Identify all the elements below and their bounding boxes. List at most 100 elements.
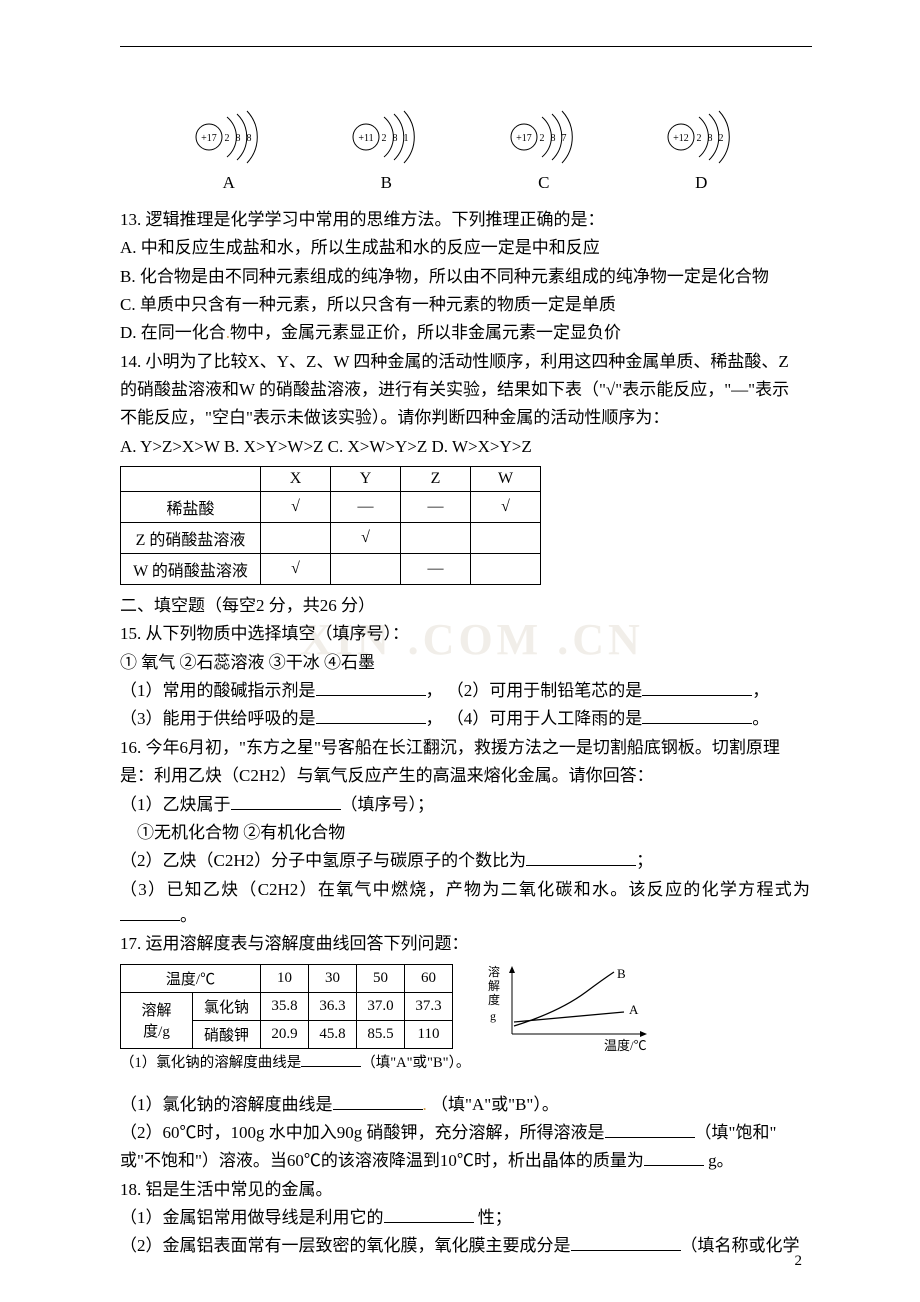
q13-d-post: 物中，金属元素显正价，所以非金属元素一定显负价 <box>230 323 621 342</box>
q13-opt-c: C. 单质中只含有一种元素，所以只含有一种元素的物质一定是单质 <box>120 292 810 318</box>
cell <box>401 523 471 554</box>
t60: 60 <box>405 964 453 992</box>
q14-line2: 的硝酸盐溶液和W 的硝酸盐溶液，进行有关实验，结果如下表（"√"表示能反应，"—… <box>120 377 810 403</box>
y-unit: g <box>490 1009 496 1023</box>
cell: 36.3 <box>309 992 357 1020</box>
q18-p2b: （填名称或化学 <box>681 1236 800 1255</box>
q17-p2-t2: （填"饱和" <box>695 1123 777 1142</box>
cell: 20.9 <box>261 1020 309 1048</box>
cell: √ <box>261 554 331 585</box>
atom-diagram-row: +17 2 8 8 A +11 2 <box>120 107 810 203</box>
q18-stem: 18. 铝是生活中常见的金属。 <box>120 1177 810 1203</box>
q17-figure-wrap: 温度/℃ 10 30 50 60 溶解度/g 氯化钠 35.8 36.3 37.… <box>120 964 810 1072</box>
svg-text:2: 2 <box>719 133 724 144</box>
q15-2b: ， （4）可用于人工降雨的是 <box>426 709 643 728</box>
atom-label: A <box>185 173 273 193</box>
row-kno3: 硝酸钾 <box>193 1020 261 1048</box>
q15-row1: （1）常用的酸碱指示剂是， （2）可用于制铅笔芯的是， <box>120 678 810 704</box>
x-arrow-icon <box>640 1031 647 1037</box>
q16-p2b: ； <box>636 851 653 870</box>
accent-dot: . <box>423 1095 427 1114</box>
blank <box>316 707 426 725</box>
q17-caption: （1）氯化钠的溶解度曲线是（填"A"或"B"）。 <box>120 1051 470 1072</box>
cell: 35.8 <box>261 992 309 1020</box>
label-b: B <box>617 966 626 981</box>
q15-2a: （3）能用于供给呼吸的是 <box>120 709 316 728</box>
table-row: X Y Z W <box>121 467 541 492</box>
q13-d-pre: D. 在同一化合 <box>120 323 226 342</box>
atom-icon: +12 2 8 2 <box>657 107 745 167</box>
section-2-title: 二、填空题（每空2 分，共26 分） <box>120 593 810 619</box>
q16-p3b: 。 <box>180 906 197 925</box>
cell: √ <box>261 492 331 523</box>
solubility-table-wrap: 温度/℃ 10 30 50 60 溶解度/g 氯化钠 35.8 36.3 37.… <box>120 964 470 1072</box>
svg-text:8: 8 <box>246 133 251 144</box>
cap-b: （填"A"或"B"）。 <box>361 1055 470 1071</box>
row-header: W 的硝酸盐溶液 <box>121 554 261 585</box>
cell: — <box>331 492 401 523</box>
table-row: 稀盐酸 √ — — √ <box>121 492 541 523</box>
q18-p1b: 性； <box>474 1208 512 1227</box>
q13-stem: 13. 逻辑推理是化学学习中常用的思维方法。下列推理正确的是： <box>120 207 810 233</box>
atom-d: +12 2 8 2 D <box>657 107 745 193</box>
q16-p1a: （1）乙炔属于 <box>120 795 231 814</box>
q15-1b: ， （2）可用于制铅笔芯的是 <box>426 681 643 700</box>
q17-p2-t3: 或"不饱和"）溶液。当60℃的该溶液降温到10℃时，析出晶体的质量为 <box>120 1151 644 1170</box>
q18-p2: （2）金属铝表面常有一层致密的氧化膜，氧化膜主要成分是（填名称或化学 <box>120 1233 810 1259</box>
svg-text:7: 7 <box>561 133 566 144</box>
q18-p1a: （1）金属铝常用做导线是利用它的 <box>120 1208 384 1227</box>
q13-opt-b: B. 化合物是由不同种元素组成的纯净物，所以由不同种元素组成的纯净物一定是化合物 <box>120 264 810 290</box>
svg-text:8: 8 <box>550 133 555 144</box>
cell: — <box>401 554 471 585</box>
q17-p2-t1: （2）60℃时，100g 水中加入90g 硝酸钾，充分溶解，所得溶液是 <box>120 1123 605 1142</box>
q17-p2-t4: g。 <box>704 1151 734 1170</box>
q15-row2: （3）能用于供给呼吸的是， （4）可用于人工降雨的是。 <box>120 706 810 732</box>
t50: 50 <box>357 964 405 992</box>
blank <box>526 848 636 866</box>
y-label-3: 度 <box>488 992 500 1007</box>
col-z: Z <box>401 467 471 492</box>
blank <box>301 1051 361 1066</box>
svg-text:8: 8 <box>393 133 398 144</box>
col-w: W <box>471 467 541 492</box>
svg-text:+17: +17 <box>516 133 532 144</box>
svg-text:2: 2 <box>224 133 229 144</box>
q17-stem: 17. 运用溶解度表与溶解度曲线回答下列问题： <box>120 931 810 957</box>
svg-text:2: 2 <box>382 133 387 144</box>
y-label-1: 溶 <box>488 964 500 979</box>
blank <box>333 1092 423 1110</box>
row-header: Z 的硝酸盐溶液 <box>121 523 261 554</box>
atom-label: C <box>500 173 588 193</box>
nucleus-text: +17 <box>201 133 217 144</box>
q16-l1: 16. 今年6月初，"东方之星"号客船在长江翻沉，救援方法之一是切割船底钢板。切… <box>120 735 810 761</box>
q15-stem: 15. 从下列物质中选择填空（填序号）： <box>120 621 810 647</box>
svg-text:2: 2 <box>697 133 702 144</box>
q16-p1b: （填序号）； <box>341 795 435 814</box>
q14-line1: 14. 小明为了比较X、Y、Z、W 四种金属的活动性顺序，利用这四种金属单质、稀… <box>120 349 810 375</box>
blank <box>316 678 426 696</box>
col-y: Y <box>331 467 401 492</box>
blank <box>605 1120 695 1138</box>
t10: 10 <box>261 964 309 992</box>
q17-p2b: 或"不饱和"）溶液。当60℃的该溶液降温到10℃时，析出晶体的质量为 g。 <box>120 1148 810 1174</box>
q16-p3: （3）已知乙炔（C2H2）在氧气中燃烧，产物为二氧化碳和水。该反应的化学方程式为… <box>120 877 810 930</box>
blank <box>120 903 180 921</box>
q16-p2a: （2）乙炔（C2H2）分子中氢原子与碳原子的个数比为 <box>120 851 526 870</box>
q17-p1a: （1）氯化钠的溶解度曲线是 <box>120 1095 333 1114</box>
solubility-table: 温度/℃ 10 30 50 60 溶解度/g 氯化钠 35.8 36.3 37.… <box>120 964 453 1049</box>
cell <box>471 523 541 554</box>
label-a: A <box>629 1002 639 1017</box>
table-row: 温度/℃ 10 30 50 60 <box>121 964 453 992</box>
sol-label: 溶解度/g <box>121 992 193 1048</box>
atom-c: +17 2 8 7 C <box>500 107 588 193</box>
row-nacl: 氯化钠 <box>193 992 261 1020</box>
table-row: 溶解度/g 氯化钠 35.8 36.3 37.0 37.3 <box>121 992 453 1020</box>
q17-p1b: （填"A"或"B"）。 <box>431 1095 559 1114</box>
atom-label: D <box>657 173 745 193</box>
q18-p1: （1）金属铝常用做导线是利用它的 性； <box>120 1205 810 1231</box>
q16-p1: （1）乙炔属于 （填序号）； <box>120 792 810 818</box>
cell: √ <box>471 492 541 523</box>
q13-opt-a: A. 中和反应生成盐和水，所以生成盐和水的反应一定是中和反应 <box>120 235 810 261</box>
q15-1a: （1）常用的酸碱指示剂是 <box>120 681 316 700</box>
cell: 37.3 <box>405 992 453 1020</box>
